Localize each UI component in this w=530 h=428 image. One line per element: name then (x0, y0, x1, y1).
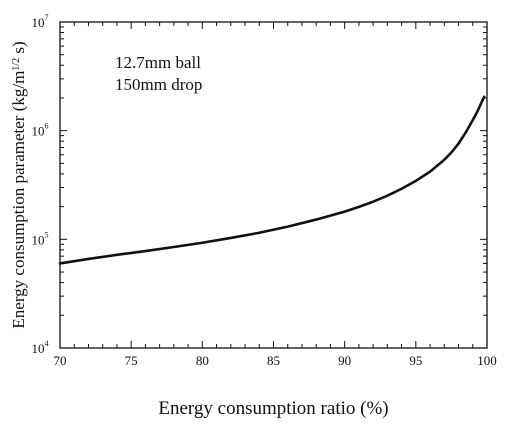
annotation-ball: 12.7mm ball (115, 53, 201, 72)
y-tick-label: 104 (32, 339, 49, 356)
x-axis-label: Energy consumption ratio (%) (158, 398, 388, 419)
series-line (58, 95, 486, 265)
y-axis-label-sup: 1/2 (11, 58, 22, 71)
y-axis-label-main: Energy consumption parameter (kg/m (9, 71, 28, 329)
x-tick-label: 90 (338, 353, 351, 368)
y-tick-label: 105 (32, 230, 49, 247)
y-tick-label: 106 (32, 122, 49, 139)
annotation-drop: 150mm drop (115, 75, 202, 94)
y-tick-labels: 104 105 106 107 (32, 13, 49, 356)
x-tick-label: 75 (125, 353, 138, 368)
y-axis-label: Energy consumption parameter (kg/m1/2 s) (9, 41, 28, 328)
x-tick-label: 70 (54, 353, 67, 368)
y-axis-label-tail: s) (9, 41, 28, 58)
x-tick-label: 80 (196, 353, 209, 368)
x-tick-label: 95 (409, 353, 422, 368)
x-tick-label: 85 (267, 353, 280, 368)
x-tick-label: 100 (477, 353, 497, 368)
x-tick-labels: 70 75 80 85 90 95 100 (54, 353, 497, 368)
y-tick-label: 107 (32, 13, 49, 30)
